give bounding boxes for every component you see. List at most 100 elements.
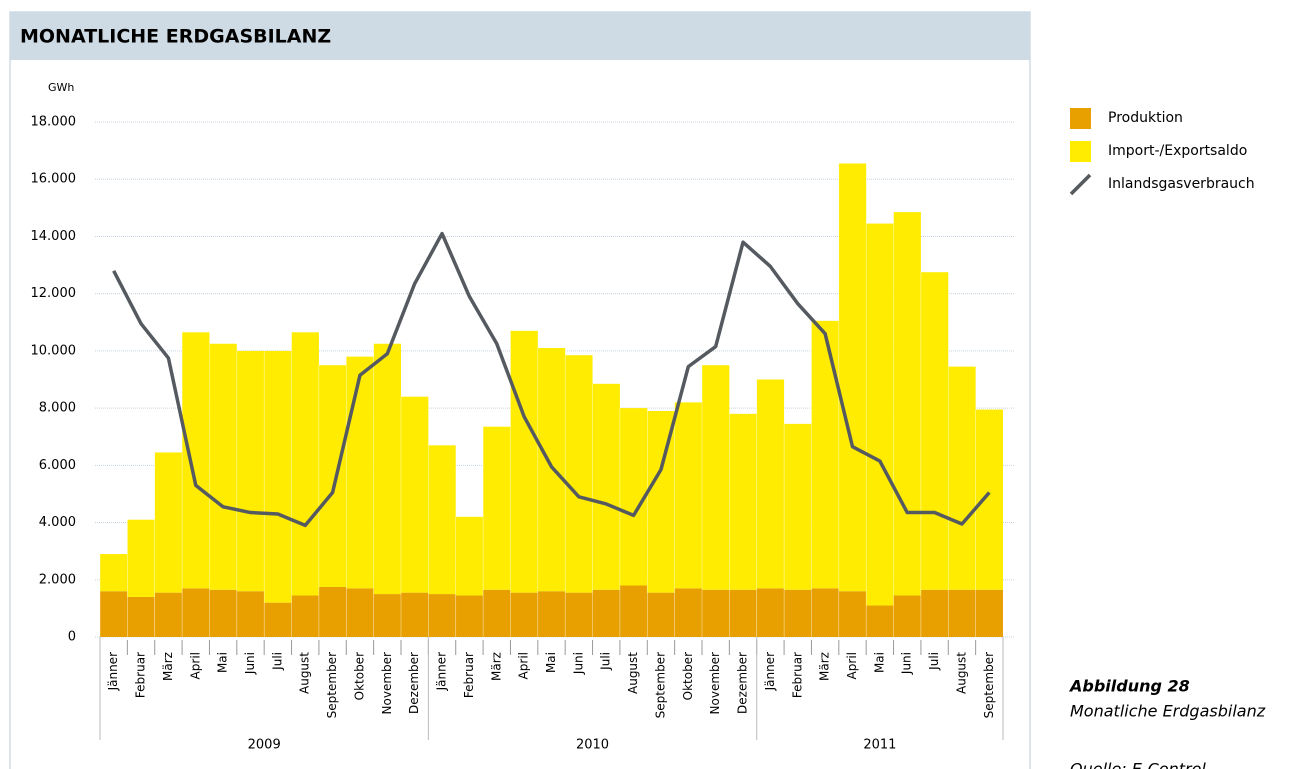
bar [893, 595, 921, 637]
bar [784, 589, 812, 637]
y-tick-label: 4.000 [39, 515, 76, 530]
bar [154, 452, 183, 593]
bar [209, 589, 237, 637]
x-tick-label: August [298, 652, 312, 694]
y-tick-label: 14.000 [31, 229, 77, 244]
bar [264, 350, 292, 603]
bar [100, 591, 128, 637]
bar [619, 585, 648, 637]
bar [838, 591, 867, 637]
x-tick-label: Februar [462, 652, 476, 698]
bar [182, 332, 210, 589]
bar [838, 163, 867, 592]
bar [866, 605, 894, 637]
x-tick-label: Juni [571, 652, 585, 675]
y-tick-label: 2.000 [39, 572, 76, 587]
bar [784, 423, 812, 590]
legend-label: Produktion [1108, 110, 1183, 126]
x-tick-label: September [653, 652, 667, 718]
x-tick-label: Juli [927, 652, 941, 671]
year-label: 2009 [248, 738, 281, 753]
bar [428, 594, 456, 637]
x-tick-label: Juni [900, 652, 914, 675]
x-tick-label: Dezember [736, 652, 750, 714]
y-tick-label: 18.000 [31, 115, 77, 130]
y-unit: GWh [48, 81, 74, 94]
chart-title: MONATLICHE ERDGASBILANZ [20, 26, 331, 48]
legend-label: Import-/Exportsaldo [1108, 143, 1247, 159]
bar [346, 588, 374, 637]
bar [236, 350, 265, 592]
x-tick-label: September [325, 652, 339, 718]
figure-number: Abbildung 28 [1068, 677, 1190, 696]
bar [920, 272, 949, 590]
bar [975, 589, 1003, 637]
legend-label: Inlandsgasverbrauch [1108, 176, 1255, 192]
x-tick-label: Juni [243, 652, 257, 675]
legend-swatch [1070, 108, 1091, 129]
bar [291, 332, 319, 596]
bar [182, 588, 210, 637]
bar [127, 519, 155, 597]
bar [236, 591, 265, 637]
y-tick-label: 16.000 [31, 172, 77, 187]
bar [401, 396, 429, 593]
x-tick-label: Oktober [352, 652, 366, 700]
bar [975, 409, 1003, 590]
bar [100, 554, 128, 592]
bar [373, 343, 401, 595]
x-tick-label: August [626, 652, 640, 694]
y-tick-label: 10.000 [31, 343, 77, 358]
bar [264, 602, 292, 637]
bar [702, 589, 730, 637]
x-tick-label: August [954, 652, 968, 694]
header-band [10, 12, 1030, 60]
x-tick-label: März [489, 652, 503, 681]
bar [702, 365, 730, 590]
bar [811, 588, 839, 637]
x-tick-label: Mai [872, 652, 886, 673]
x-tick-label: Juli [270, 652, 284, 671]
bar [729, 589, 757, 637]
bar [537, 591, 566, 637]
bar [811, 320, 839, 589]
line [112, 231, 991, 528]
bar [866, 223, 894, 606]
x-tick-label: April [188, 652, 202, 679]
bar [483, 589, 511, 637]
bar [510, 330, 538, 593]
bar [756, 588, 785, 637]
y-tick-label: 6.000 [39, 458, 76, 473]
x-tick-label: Februar [134, 652, 148, 698]
figure-caption: Monatliche Erdgasbilanz [1070, 702, 1266, 721]
x-tick-label: April [517, 652, 531, 679]
bar [537, 348, 566, 592]
bar [373, 594, 401, 637]
x-tick-label: September [982, 652, 996, 718]
bar [318, 365, 347, 587]
x-tick-label: November [380, 652, 394, 714]
x-tick-label: Jänner [763, 652, 777, 691]
figure-source: Quelle: E-Control [1070, 760, 1206, 769]
bar [647, 592, 675, 637]
bar [455, 516, 484, 596]
bar [565, 592, 593, 637]
x-tick-label: November [708, 652, 722, 714]
x-tick-label: Dezember [407, 652, 421, 714]
bar [893, 212, 921, 596]
x-tick-label: Mai [216, 652, 230, 673]
bar [565, 355, 593, 593]
x-tick-label: April [845, 652, 859, 679]
bar [127, 596, 155, 637]
bar [510, 592, 538, 637]
year-label: 2010 [576, 738, 609, 753]
bar [920, 589, 949, 637]
x-tick-label: März [161, 652, 175, 681]
bar [674, 588, 702, 637]
bar [154, 592, 183, 637]
y-tick-label: 8.000 [39, 401, 76, 416]
bar [948, 589, 976, 637]
year-label: 2011 [863, 738, 896, 753]
bar [674, 402, 702, 589]
